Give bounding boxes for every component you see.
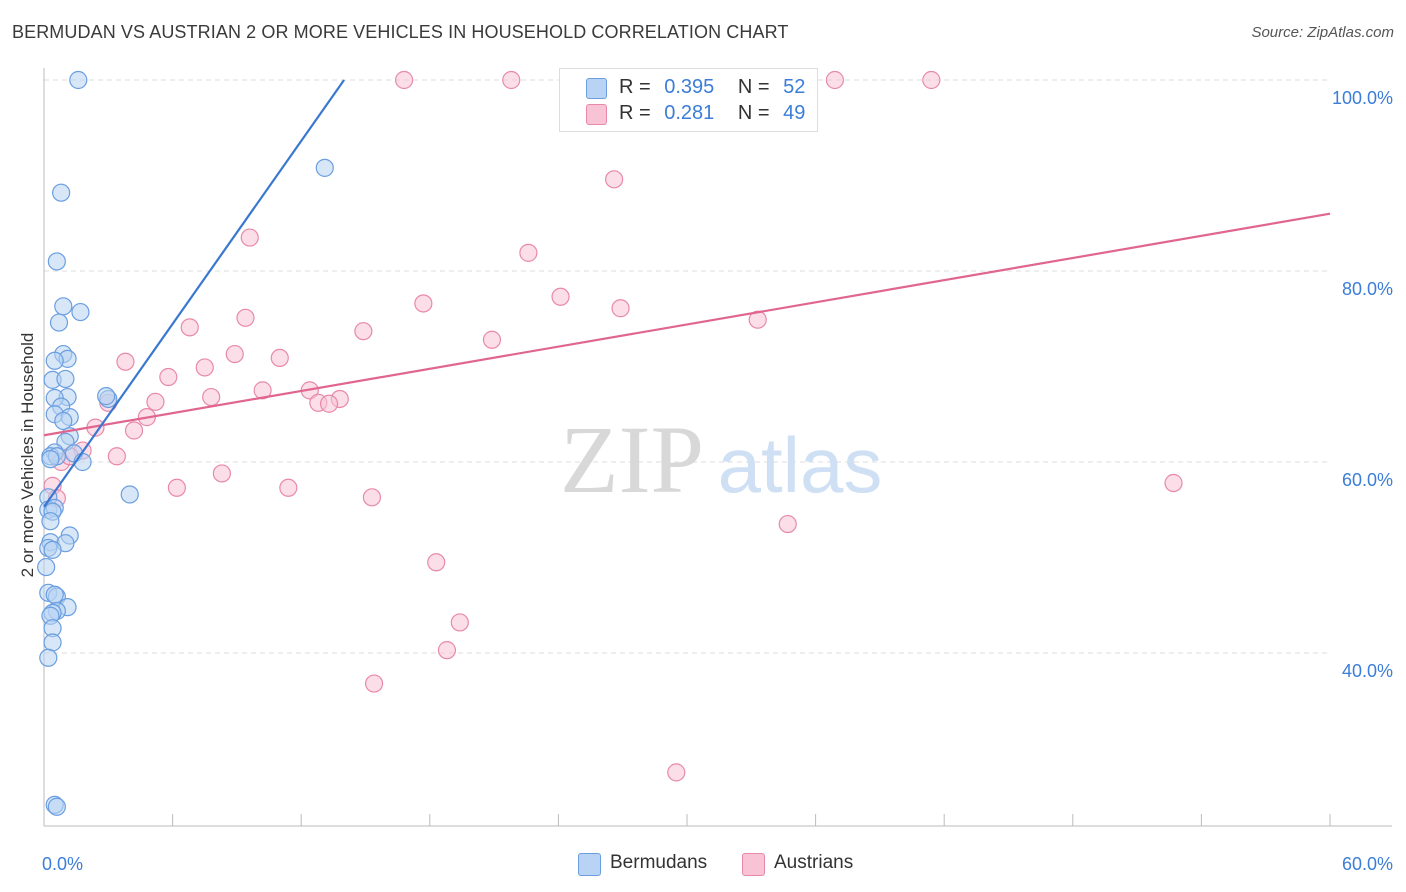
- trend-lines: [43, 79, 1331, 508]
- r-label: R =: [619, 102, 651, 124]
- bermudan-trend-line: [43, 79, 345, 508]
- bermudan-point: [71, 302, 90, 322]
- bermudans-swatch: [578, 853, 601, 876]
- bermudan-point: [47, 797, 66, 816]
- austrian-point: [519, 243, 538, 262]
- bermudan-point: [43, 540, 62, 559]
- r-value: 0.281: [664, 102, 715, 124]
- bermudan-point: [43, 633, 62, 652]
- austrians-swatch: [742, 853, 765, 876]
- austrian-point: [225, 344, 244, 364]
- austrian-point: [502, 70, 521, 90]
- watermark: ZIP atlas: [560, 406, 882, 513]
- austrian-point: [825, 70, 844, 90]
- austrian-point: [167, 478, 186, 497]
- bermudan-point: [315, 158, 334, 177]
- tick-labels: 100.0% 80.0% 60.0% 40.0% 0.0% 60.0%: [42, 88, 1393, 874]
- n-label: N =: [737, 76, 770, 98]
- bermudan-point: [39, 648, 58, 667]
- austrian-point: [482, 330, 502, 349]
- austrian-point: [124, 421, 144, 440]
- axes: [43, 68, 1392, 827]
- austrian-point: [236, 308, 255, 327]
- bermudan-point: [45, 351, 64, 370]
- n-label: N =: [737, 102, 770, 124]
- austrian-point: [922, 70, 941, 90]
- austrian-point: [240, 228, 259, 247]
- bermudan-point: [54, 411, 73, 431]
- austrian-point: [212, 464, 231, 483]
- watermark-atlas: atlas: [718, 421, 883, 509]
- bermudan-point: [120, 485, 139, 504]
- n-value: 49: [783, 102, 806, 124]
- austrian-point: [611, 299, 630, 318]
- bermudans-swatch: [586, 78, 607, 99]
- y-tick-label: 40.0%: [1342, 661, 1393, 681]
- bermudan-point: [47, 252, 66, 271]
- austrian-point: [116, 352, 135, 371]
- austrian-point: [1164, 473, 1183, 493]
- bermudan-point: [54, 297, 73, 316]
- austrian-point: [180, 318, 199, 337]
- r-value: 0.395: [664, 76, 715, 98]
- x-tick-label: 0.0%: [42, 854, 83, 874]
- bermudan-point: [37, 557, 56, 577]
- bermudan-points: [37, 70, 334, 816]
- r-label: R =: [619, 76, 651, 98]
- austrian-point: [427, 553, 446, 572]
- series-legend: Bermudans Austrians: [0, 852, 1406, 878]
- austrian-point: [362, 488, 382, 507]
- stats-legend: R = 0.395 N = 52 R = 0.281 N = 49: [559, 68, 818, 132]
- y-tick-label: 60.0%: [1342, 470, 1393, 490]
- legend-text: R = 0.395 N = 52: [619, 76, 805, 99]
- bermudan-point: [45, 585, 64, 604]
- austrian-point: [195, 358, 214, 377]
- bermudan-point: [56, 369, 75, 389]
- austrian-point: [107, 447, 126, 466]
- austrian-point: [450, 613, 469, 632]
- legend-label: Austrians: [774, 852, 854, 873]
- legend-label: Bermudans: [610, 852, 708, 873]
- n-value: 52: [783, 76, 806, 98]
- austrian-point: [605, 170, 624, 189]
- austrian-point: [354, 322, 373, 341]
- austrian-point: [667, 763, 686, 782]
- austrians-swatch: [586, 104, 607, 125]
- chart-title: BERMUDAN VS AUSTRIAN 2 OR MORE VEHICLES …: [12, 22, 789, 42]
- y-tick-label: 80.0%: [1342, 279, 1393, 299]
- legend-text: R = 0.281 N = 49: [619, 102, 805, 125]
- austrian-point: [414, 294, 433, 313]
- austrian-point: [437, 641, 457, 660]
- bermudan-point: [41, 512, 60, 531]
- austrian-point: [319, 394, 339, 413]
- austrian-point: [551, 287, 570, 306]
- austrian-point: [364, 674, 384, 693]
- austrian-point: [146, 392, 165, 411]
- austrian-point: [279, 478, 298, 497]
- bermudan-point: [52, 183, 71, 202]
- austrian-trend-line: [43, 212, 1331, 437]
- watermark-zip: ZIP: [560, 406, 704, 513]
- gridlines: [44, 79, 1330, 654]
- austrian-point: [202, 387, 221, 407]
- austrian-point: [394, 70, 414, 90]
- austrian-point: [159, 367, 178, 387]
- y-tick-label: 100.0%: [1332, 88, 1393, 108]
- source-label: Source: ZipAtlas.com: [1251, 24, 1394, 41]
- bermudan-point: [69, 70, 88, 90]
- austrian-point: [778, 514, 797, 534]
- y-axis-label: 2 or more Vehicles in Household: [18, 332, 37, 578]
- bermudan-point: [97, 387, 116, 406]
- bermudan-point: [49, 313, 69, 332]
- austrian-point: [253, 381, 272, 400]
- bermudan-point: [41, 450, 60, 469]
- x-tick-label: 60.0%: [1342, 854, 1393, 874]
- austrian-point: [270, 348, 289, 368]
